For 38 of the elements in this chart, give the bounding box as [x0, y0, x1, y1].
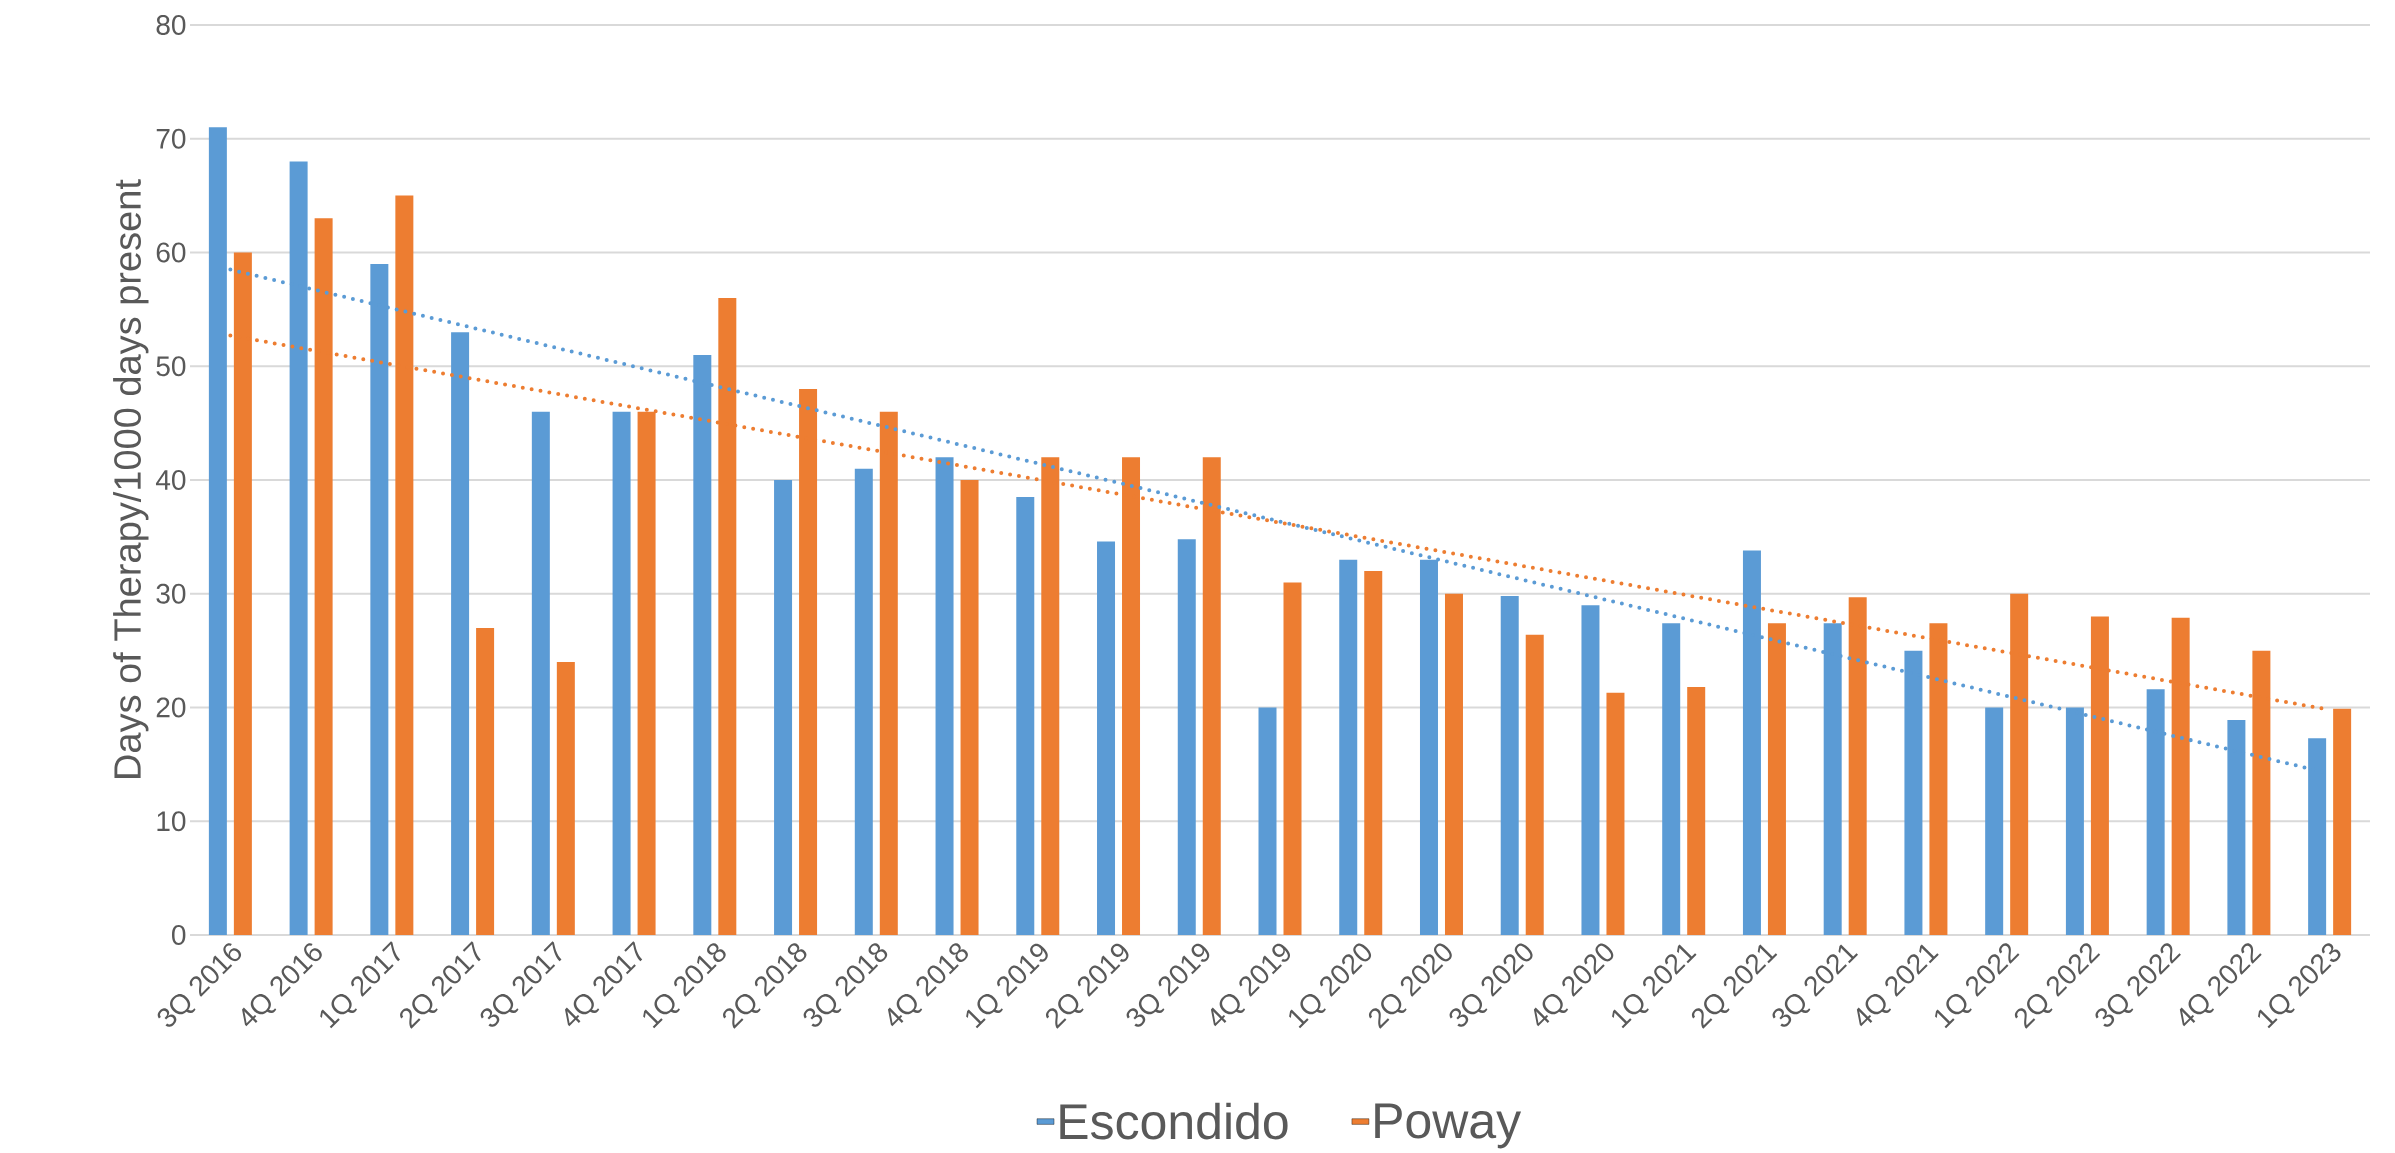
y-axis-title: Days of Therapy/1000 days present: [113, 179, 149, 778]
y-tick-label: 10: [157, 811, 186, 832]
bar: [935, 457, 954, 935]
bar: [1662, 623, 1681, 935]
bar: [1444, 593, 1463, 935]
bar: [1581, 605, 1600, 935]
bar: [451, 332, 470, 935]
bar: [1177, 539, 1196, 935]
bar: [1606, 692, 1625, 935]
bar: [854, 468, 873, 935]
bar: [1097, 541, 1116, 935]
bar: [2333, 708, 2352, 935]
bar: [960, 480, 979, 935]
y-tick-label: 20: [156, 697, 186, 718]
y-tick-label: 60: [156, 242, 186, 263]
bar: [1985, 707, 2004, 935]
bar: [1283, 582, 1302, 935]
y-tick-label: 40: [155, 470, 186, 490]
bar: [531, 411, 550, 935]
y-tick-label: 50: [156, 356, 186, 377]
bar: [1016, 497, 1035, 935]
bar: [1500, 596, 1519, 935]
y-tick-label: 0: [172, 925, 186, 945]
bar: [612, 411, 631, 935]
y-tick-label: 80: [156, 15, 186, 35]
y-tick-label: 30: [156, 583, 186, 604]
bar: [774, 480, 793, 935]
bar: [476, 627, 495, 935]
legend-label: Poway: [1375, 1103, 1522, 1149]
bar: [556, 662, 575, 935]
bar: [1767, 623, 1786, 935]
y-tick-label: 70: [156, 128, 186, 149]
bar: [1687, 687, 1706, 935]
bar: [1339, 559, 1358, 935]
bar: [1364, 571, 1383, 935]
legend-label: Escondido: [1060, 1102, 1288, 1140]
bar: [1258, 707, 1277, 935]
bar: [1525, 634, 1544, 935]
